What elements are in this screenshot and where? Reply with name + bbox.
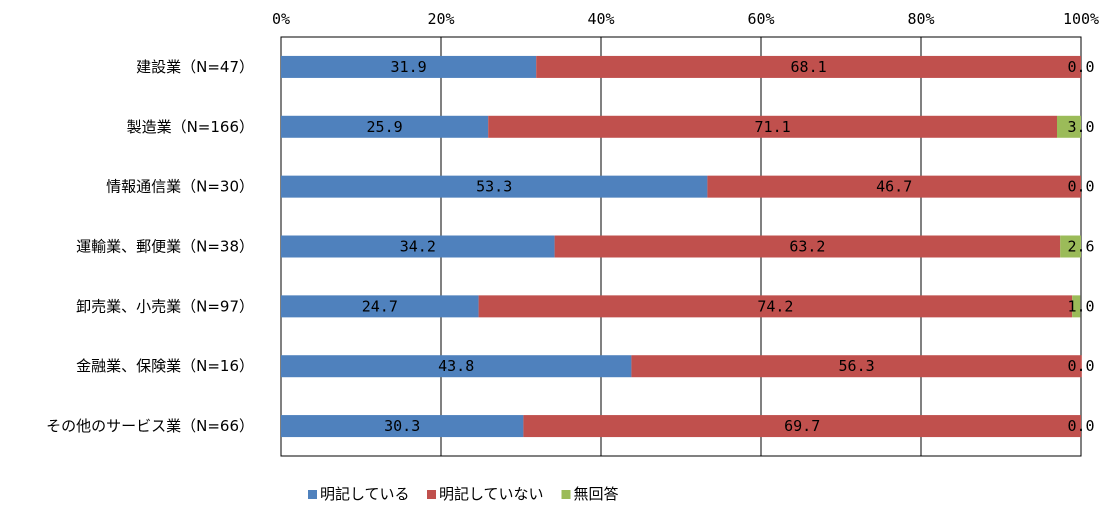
data-label: 2.6	[1067, 238, 1094, 256]
bar-segment	[478, 295, 1073, 318]
bar-segment	[631, 355, 1082, 378]
data-label: 0.0	[1067, 357, 1094, 375]
data-label: 25.9	[367, 118, 403, 136]
bar-segment	[281, 235, 555, 258]
legend-swatch	[427, 490, 436, 499]
category-labels: 建設業（N=47） 製造業（N=166） 情報通信業（N=30） 運輸業、郵便業（N=…	[46, 58, 254, 435]
x-tick-label: 100%	[1063, 10, 1099, 28]
bar-segment	[281, 175, 708, 198]
data-label: 30.3	[384, 417, 420, 435]
bar-segment	[488, 115, 1057, 138]
x-tick-label: 0%	[272, 10, 290, 28]
bar-segment	[281, 295, 479, 318]
data-label: 0.0	[1067, 417, 1094, 435]
bar-segment	[281, 115, 489, 138]
bar-segment	[281, 415, 524, 438]
bar-segment	[281, 355, 632, 378]
x-tick-label: 40%	[587, 10, 614, 28]
legend-label: 明記している	[320, 485, 410, 503]
category-label: 運輸業、郵便業（N=38）	[76, 238, 254, 256]
legend-label: 無回答	[574, 485, 619, 503]
bar-segment	[707, 175, 1081, 198]
legend-swatch	[561, 490, 571, 499]
bar-segment	[536, 55, 1081, 78]
data-label: 34.2	[400, 238, 436, 256]
data-label: 43.8	[438, 357, 474, 375]
data-label: 0.0	[1067, 58, 1094, 76]
category-label: その他のサービス業（N=66）	[46, 417, 254, 435]
bar-segment	[1072, 295, 1081, 318]
data-label: 74.2	[757, 297, 793, 315]
data-label: 63.2	[789, 238, 825, 256]
category-label: 建設業（N=47）	[136, 58, 254, 76]
data-label: 1.0	[1067, 297, 1094, 315]
data-label: 24.7	[362, 297, 398, 315]
bar-segment	[554, 235, 1061, 258]
legend-label: 明記していない	[439, 485, 544, 503]
data-label: 56.3	[839, 357, 875, 375]
category-label: 情報通信業（N=30）	[106, 178, 254, 196]
bar-segment	[1057, 115, 1081, 138]
bars: 31.9 68.1 0.0 25.9 71.1 3.0 53.3 46.7 0.0 34.2 63.…	[281, 55, 1095, 438]
x-tick-label: 80%	[907, 10, 934, 28]
x-tick-label: 20%	[427, 10, 454, 28]
data-label: 69.7	[784, 417, 820, 435]
category-label: 製造業（N=166）	[127, 118, 254, 136]
x-tick-label: 60%	[747, 10, 774, 28]
data-label: 0.0	[1067, 178, 1094, 196]
bar-segment	[1060, 235, 1081, 258]
x-axis-ticks: 0% 20% 40% 60% 80% 100%	[272, 10, 1099, 28]
data-label: 46.7	[876, 178, 912, 196]
bar-segment	[523, 415, 1081, 438]
category-label: 卸売業、小売業（N=97）	[76, 297, 254, 315]
legend: 明記している 明記していない 無回答	[308, 485, 619, 503]
bar-segment	[281, 55, 537, 78]
data-label: 3.0	[1067, 118, 1094, 136]
data-label: 68.1	[791, 58, 827, 76]
data-label: 53.3	[476, 178, 512, 196]
category-label: 金融業、保険業（N=16）	[76, 357, 254, 375]
legend-swatch	[308, 490, 317, 499]
data-label: 71.1	[755, 118, 791, 136]
data-label: 31.9	[391, 58, 427, 76]
